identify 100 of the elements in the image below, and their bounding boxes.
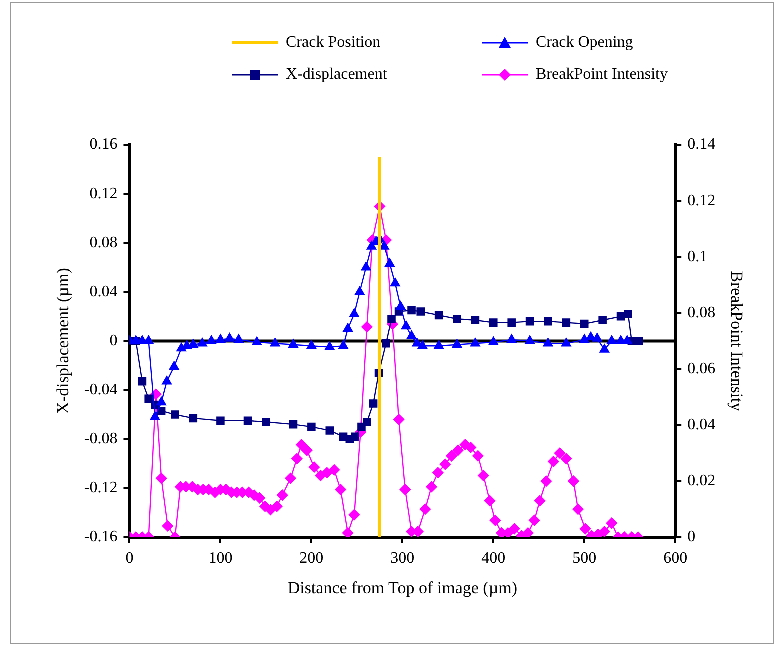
point (216, 416, 225, 426)
x-tick-label: 100 (208, 550, 233, 568)
point (234, 334, 244, 344)
point (354, 286, 365, 296)
y-tick-label: -0.08 (84, 430, 118, 448)
point (224, 333, 235, 342)
point (369, 400, 378, 408)
x-tick-label: 300 (390, 550, 415, 568)
y-tick-label: 0 (110, 332, 118, 350)
point (206, 336, 217, 344)
point (543, 338, 554, 347)
point (252, 336, 262, 346)
point (525, 336, 535, 344)
point (382, 340, 390, 348)
y2-tick-label: 0.06 (688, 360, 716, 378)
point (288, 339, 298, 348)
point (506, 334, 517, 344)
y-tick-label: 0.04 (90, 283, 118, 300)
point (624, 310, 632, 318)
point (606, 336, 617, 344)
point (244, 416, 252, 426)
point (162, 376, 172, 385)
x-tick-label: 600 (664, 550, 688, 568)
point (198, 338, 208, 347)
point (453, 314, 462, 324)
point (622, 336, 632, 344)
x-tick-label: 500 (572, 550, 597, 568)
point (452, 339, 462, 348)
point (526, 317, 534, 326)
point (390, 278, 400, 287)
x-tick-label: 0 (126, 550, 134, 568)
point (262, 418, 270, 426)
point (586, 332, 596, 341)
point (326, 426, 334, 435)
point (580, 320, 589, 328)
point (171, 410, 180, 419)
point (408, 306, 416, 315)
point (306, 340, 317, 350)
point (138, 378, 147, 386)
y2-axis-title: BreakPoint Intensity (727, 271, 746, 412)
y-tick-label: 0.12 (90, 185, 118, 202)
point (144, 394, 153, 403)
y-tick-label: -0.16 (84, 528, 118, 546)
point (343, 323, 354, 332)
point (416, 308, 425, 316)
point (380, 241, 390, 250)
y2-tick-label: 0.08 (688, 304, 716, 322)
point (351, 432, 360, 441)
point (561, 338, 572, 347)
point (592, 333, 602, 342)
point (434, 340, 444, 350)
point (508, 318, 516, 327)
point (406, 330, 417, 340)
x-tick-label: 200 (300, 550, 324, 568)
point (544, 317, 552, 326)
legend-label: Crack Opening (536, 34, 634, 52)
point (580, 334, 590, 344)
y2-tick-label: 0.1 (688, 248, 708, 266)
y-axis-title: X-displacement (µm) (54, 268, 73, 414)
point (488, 336, 499, 346)
point (490, 318, 498, 327)
point (270, 338, 280, 347)
point (598, 316, 607, 324)
point (635, 337, 644, 346)
point (396, 301, 406, 310)
y2-tick-label: 0.12 (688, 192, 716, 210)
x-axis-title: Distance from Top of image (µm) (288, 578, 518, 598)
point (324, 342, 335, 350)
legend-label: BreakPoint Intensity (536, 66, 668, 84)
point (289, 420, 298, 429)
y2-tick-label: 0.02 (688, 472, 716, 490)
x-tick-label: 400 (482, 550, 506, 568)
point (401, 320, 412, 330)
point (150, 412, 160, 420)
point (412, 338, 422, 347)
point (434, 311, 444, 320)
point (308, 422, 316, 432)
point (189, 414, 198, 423)
point (188, 339, 198, 348)
legend-label: X-displacement (286, 66, 388, 84)
y2-tick-label: 0 (688, 528, 696, 546)
point (471, 316, 480, 324)
y2-tick-label: 0.04 (688, 416, 716, 434)
point (156, 396, 166, 406)
point (144, 336, 154, 344)
point (388, 314, 396, 324)
point (338, 340, 348, 350)
point (350, 308, 360, 318)
point (366, 241, 377, 250)
y-tick-label: -0.12 (84, 480, 118, 497)
point (216, 334, 226, 344)
y2-tick-label: 0.14 (688, 136, 716, 154)
point (361, 262, 372, 271)
y-tick-label: 0.16 (90, 136, 118, 154)
point (363, 418, 372, 426)
point (384, 258, 395, 268)
point (562, 318, 571, 327)
point (616, 312, 626, 321)
point (169, 361, 180, 370)
point (600, 344, 610, 353)
